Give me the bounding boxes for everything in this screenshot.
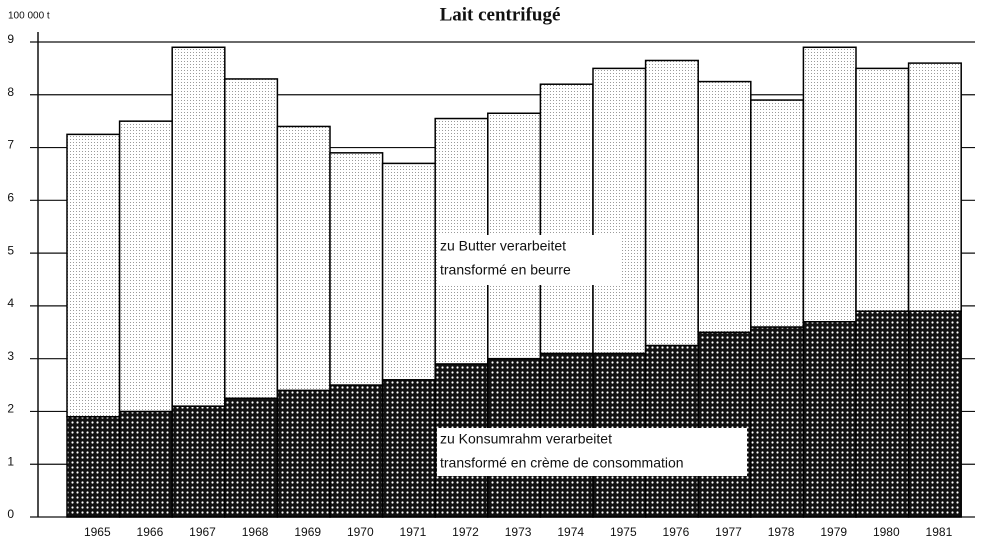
legend-label: transformé en beurre xyxy=(440,262,571,278)
y-tick-label: 1 xyxy=(7,454,14,468)
labels: 0 1 2 3 4 5 6 7 8 9 1965 1966 1967 1968 1969 1970 1971 19… xyxy=(7,32,952,539)
x-tick-label: 1975 xyxy=(610,525,637,539)
bar-segment xyxy=(118,410,173,518)
unit-label: 100 000 t xyxy=(8,11,50,22)
x-tick-label: 1965 xyxy=(84,525,111,539)
bar-segment xyxy=(66,133,121,418)
x-tick-label: 1973 xyxy=(505,525,532,539)
bar-segment xyxy=(644,59,699,347)
bar-segment xyxy=(907,62,962,312)
x-tick-label: 1978 xyxy=(768,525,795,539)
x-tick-label: 1972 xyxy=(452,525,479,539)
y-tick-label: 2 xyxy=(7,402,14,416)
bar-segment xyxy=(329,152,384,386)
bar-segment xyxy=(224,397,279,518)
x-tick-label: 1967 xyxy=(189,525,216,539)
x-tick-label: 1979 xyxy=(820,525,847,539)
x-tick-label: 1971 xyxy=(400,525,427,539)
bar-segment xyxy=(697,331,752,518)
bars xyxy=(66,46,962,518)
bar-segment xyxy=(539,83,594,355)
legend-label: zu Konsumrahm verarbeitet xyxy=(440,431,612,447)
x-tick-label: 1970 xyxy=(347,525,374,539)
bar-segment xyxy=(381,379,436,518)
y-tick-label: 3 xyxy=(7,349,14,363)
x-tick-label: 1974 xyxy=(557,525,584,539)
y-tick-label: 9 xyxy=(7,32,14,46)
x-tick-label: 1977 xyxy=(715,525,742,539)
legend-label: zu Butter verarbeitet xyxy=(440,238,566,254)
x-tick-label: 1976 xyxy=(663,525,690,539)
x-tick-label: 1966 xyxy=(137,525,164,539)
bar-segment xyxy=(907,310,962,518)
bar-segment xyxy=(171,405,226,518)
legend-label: transformé en crème de consommation xyxy=(440,455,684,471)
bar-segment xyxy=(329,384,384,518)
y-tick-label: 8 xyxy=(7,85,14,99)
x-tick-label: 1981 xyxy=(926,525,953,539)
x-tick-label: 1980 xyxy=(873,525,900,539)
bar-segment xyxy=(224,78,279,399)
bar-segment xyxy=(855,67,910,312)
bar-segment xyxy=(171,46,226,407)
y-tick-label: 7 xyxy=(7,138,14,152)
legend-box xyxy=(437,235,620,285)
bar-segment xyxy=(118,120,173,413)
y-tick-label: 6 xyxy=(7,191,14,205)
bar-segment xyxy=(66,415,121,518)
bar-segment xyxy=(697,80,752,334)
bar-segment xyxy=(592,67,647,355)
bar-segment xyxy=(802,46,857,323)
y-tick-label: 5 xyxy=(7,243,14,257)
chart-title: Lait centrifugé xyxy=(440,4,561,25)
bar-segment xyxy=(855,310,910,518)
bar-segment xyxy=(276,125,331,392)
y-tick-label: 0 xyxy=(7,507,14,521)
x-tick-label: 1968 xyxy=(242,525,269,539)
legend-box xyxy=(437,428,747,476)
bar-segment xyxy=(381,162,436,381)
y-tick-label: 4 xyxy=(7,296,14,310)
bar-segment xyxy=(802,320,857,518)
bar-segment xyxy=(276,389,331,518)
bar-segment xyxy=(750,326,805,518)
x-tick-label: 1969 xyxy=(294,525,321,539)
bar-segment xyxy=(750,99,805,328)
